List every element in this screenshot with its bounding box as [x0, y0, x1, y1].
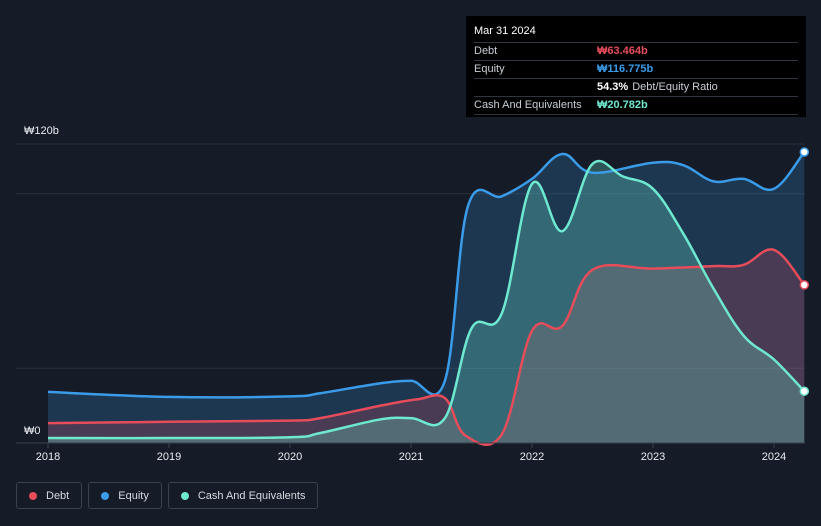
legend-label-debt: Debt [46, 489, 70, 502]
area-equity [48, 152, 805, 443]
tooltip-value-debt: ₩63.464b [597, 45, 648, 57]
x-tick-label-2021: 2021 [398, 451, 424, 463]
x-tick-label-2022: 2022 [519, 451, 545, 463]
tooltip-row-debt: Debt ₩63.464b [474, 43, 798, 61]
tooltip-row-equity: Equity ₩116.775b [474, 61, 798, 79]
area-debt [48, 249, 805, 445]
legend-label-equity: Equity [118, 489, 149, 502]
area-cash [48, 160, 805, 443]
legend-dot-equity [101, 491, 110, 500]
y-tick-zero: ₩0 [24, 425, 41, 437]
legend-dot-cash [180, 491, 189, 500]
tooltip-row-cash: Cash And Equivalents ₩20.782b [474, 96, 798, 115]
line-cash [47, 159, 806, 440]
x-tick-label-2020: 2020 [277, 451, 303, 463]
x-tick-label-2018: 2018 [35, 451, 61, 463]
legend-label-cash: Cash And Equivalents [197, 489, 306, 502]
x-tick-label-2019: 2019 [156, 451, 182, 463]
tooltip-label-ratio [474, 79, 597, 96]
x-tick-label-2023: 2023 [640, 451, 666, 463]
tooltip-label-equity: Equity [474, 63, 505, 75]
tooltip-ratio-caption: Debt/Equity Ratio [632, 81, 718, 93]
legend-item-cash[interactable]: Cash And Equivalents [167, 482, 319, 509]
tooltip-label-cash: Cash And Equivalents [474, 99, 582, 111]
legend-dot-debt [29, 491, 37, 500]
legend-item-equity[interactable]: Equity [88, 482, 162, 509]
tooltip-date: Mar 31 2024 [474, 24, 798, 43]
legend-item-debt[interactable]: Debt [16, 482, 83, 509]
legend: Debt Equity Cash And Equivalents [16, 482, 319, 509]
end-point-cash [799, 386, 810, 396]
line-debt [47, 248, 806, 446]
line-equity [47, 151, 806, 399]
tooltip-value-cash: ₩20.782b [597, 99, 648, 111]
tooltip-label-debt: Debt [474, 45, 498, 57]
end-point-equity [799, 147, 810, 157]
x-tick-label-2024: 2024 [761, 451, 787, 463]
y-tick-top: ₩120b [24, 125, 59, 137]
tooltip-row-ratio: 54.3% Debt/Equity Ratio [474, 79, 798, 96]
end-point-debt [799, 280, 810, 290]
tooltip-value-equity: ₩116.775b [597, 63, 654, 75]
tooltip-value-ratio: 54.3% [597, 81, 629, 93]
tooltip: Mar 31 2024 Debt ₩63.464b Equity ₩116.77… [466, 16, 806, 117]
